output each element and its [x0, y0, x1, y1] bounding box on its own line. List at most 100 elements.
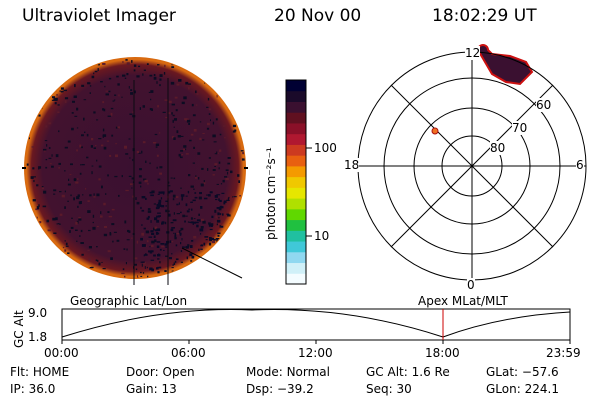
speckle: [39, 221, 42, 224]
speckle: [53, 98, 57, 101]
colorbar-segment: [286, 230, 306, 242]
speckle: [141, 263, 143, 267]
speckle: [117, 126, 120, 129]
speckle: [159, 172, 162, 175]
speckle: [109, 154, 112, 157]
x-tick-label-2359: 23:59: [546, 346, 581, 360]
speckle: [178, 79, 182, 82]
speckle: [79, 172, 82, 175]
speckle: [140, 206, 142, 209]
speckle: [53, 232, 57, 234]
speckle: [128, 230, 131, 233]
speckle: [38, 166, 42, 169]
speckle: [104, 226, 107, 228]
speckle: [236, 59, 239, 62]
speckle: [132, 111, 135, 113]
speckle: [169, 257, 172, 260]
speckle: [180, 242, 182, 245]
speckle: [215, 253, 217, 256]
speckle: [185, 153, 189, 155]
speckle: [57, 111, 60, 113]
speckle: [174, 232, 177, 236]
speckle: [231, 77, 234, 79]
speckle: [216, 151, 218, 155]
speckle: [240, 66, 244, 69]
speckle: [38, 204, 40, 207]
speckle: [175, 196, 179, 198]
speckle: [49, 271, 52, 273]
speckle: [200, 244, 203, 246]
speckle: [73, 95, 77, 98]
colorbar-segment: [286, 208, 306, 221]
speckle: [217, 232, 221, 235]
speckle: [32, 199, 36, 202]
speckle: [168, 59, 170, 62]
speckle: [156, 166, 158, 169]
speckle: [154, 133, 158, 136]
speckle: [100, 144, 104, 147]
polar-plot: [357, 44, 587, 281]
speckle: [53, 61, 57, 63]
speckle: [161, 205, 165, 208]
speckle: [193, 235, 197, 239]
speckle: [164, 270, 167, 272]
speckle: [124, 220, 127, 224]
speckle: [118, 94, 120, 97]
speckle: [171, 64, 174, 66]
speckle: [183, 145, 187, 148]
speckle: [187, 244, 190, 247]
speckle: [198, 213, 200, 216]
speckle: [218, 216, 220, 219]
speckle: [131, 60, 133, 63]
speckle: [26, 127, 29, 131]
speckle: [163, 249, 165, 251]
speckle: [180, 150, 184, 152]
speckle: [65, 242, 68, 246]
speckle: [232, 124, 237, 128]
speckle: [218, 161, 221, 164]
speckle: [97, 259, 99, 262]
speckle: [171, 267, 174, 269]
speckle: [202, 276, 207, 278]
speckle: [149, 162, 151, 165]
speckle: [42, 205, 47, 208]
speckle: [180, 227, 184, 231]
colorbar-segment: [286, 198, 306, 210]
speckle: [190, 221, 194, 224]
speckle: [84, 131, 86, 133]
mlt-label-6: 6: [576, 158, 584, 172]
speckle: [65, 245, 69, 247]
speckle: [174, 260, 177, 263]
colorbar-label-10: 10: [314, 229, 330, 243]
speckle: [27, 127, 30, 130]
speckle: [150, 90, 154, 93]
speckle: [206, 194, 210, 196]
speckle: [93, 111, 96, 114]
speckle: [168, 191, 171, 194]
speckle: [143, 262, 146, 265]
speckle: [210, 119, 211, 122]
speckle: [76, 127, 79, 129]
speckle: [197, 152, 201, 155]
mlt-label-12: 12: [465, 46, 481, 60]
speckle: [210, 267, 213, 270]
speckle: [125, 262, 127, 265]
speckle: [157, 178, 161, 181]
speckle: [189, 221, 192, 223]
speckle: [241, 265, 245, 268]
speckle: [171, 253, 173, 255]
x-tick-label-1200: 12:00: [298, 346, 333, 360]
speckle: [185, 203, 188, 207]
speckle: [175, 244, 178, 247]
speckle: [171, 241, 174, 243]
speckle: [69, 174, 72, 176]
speckle: [243, 61, 245, 63]
speckle: [207, 168, 209, 171]
speckle: [53, 189, 57, 192]
speckle: [219, 220, 222, 224]
mlt-label-0: 0: [467, 278, 475, 292]
speckle: [113, 231, 117, 233]
speckle: [190, 201, 193, 203]
speckle: [143, 279, 147, 281]
speckle: [121, 175, 123, 178]
